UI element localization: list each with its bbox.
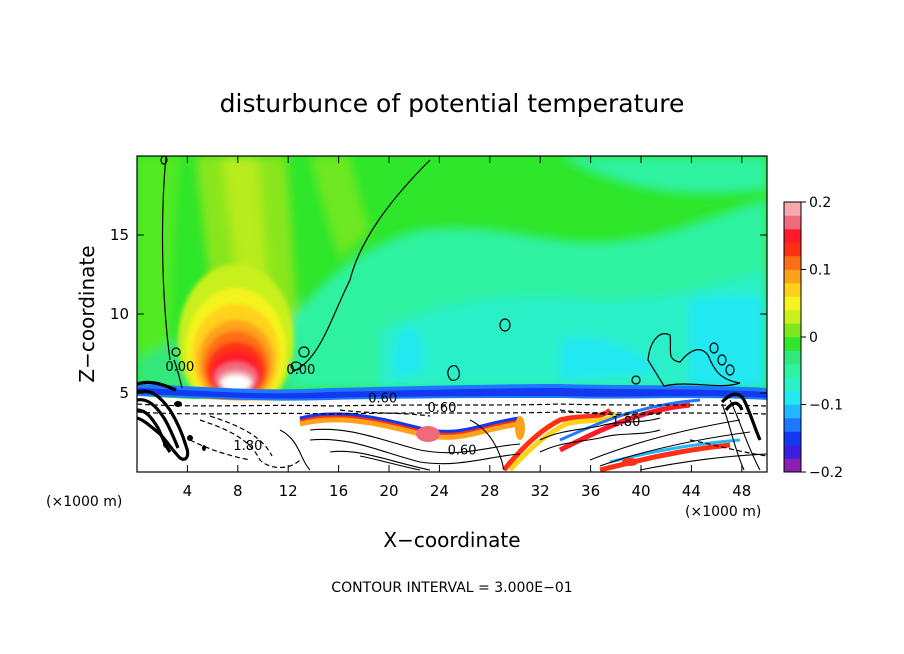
x-tick-label: 20: [379, 482, 398, 500]
colorbar-swatch: [784, 202, 801, 216]
colorbar-swatch: [784, 337, 801, 351]
x-tick-label: 16: [329, 482, 348, 500]
y-tick-label: 15: [110, 226, 129, 244]
x-tick-label: 48: [732, 482, 751, 500]
x-tick-label: 12: [279, 482, 298, 500]
y-tick-label: 5: [119, 384, 129, 402]
contour-interval-note: CONTOUR INTERVAL = 3.000E−01: [331, 580, 572, 596]
colorbar-swatch: [784, 310, 801, 324]
colorbar-swatch: [784, 269, 801, 284]
y-axis-ticks: 5 10 15: [110, 226, 767, 402]
x-tick-label: 4: [183, 482, 193, 500]
contour-labels: 0.60 1.80 0.60 0.00 0.00 0.60 1.80: [165, 360, 640, 459]
contour-label: 0.60: [448, 444, 477, 459]
colorbar-swatch: [784, 283, 801, 297]
contour-label: 1.80: [611, 415, 640, 430]
colorbar-swatch: [784, 242, 801, 257]
colorbar-swatch: [784, 364, 801, 378]
colorbar-tick-label: −0.1: [809, 398, 843, 414]
y-axis-label: Z−coordinate: [75, 245, 99, 382]
x-tick-label: 24: [430, 482, 449, 500]
colorbar-swatch: [784, 445, 801, 459]
x-unit-right: (×1000 m): [685, 504, 761, 520]
colorbar-swatch: [784, 215, 801, 230]
x-axis-ticks: 4 8 12 16 20 24 28 32 36 40 44 48: [183, 156, 751, 500]
colorbar-swatch: [784, 256, 801, 270]
colorbar-swatch: [784, 323, 801, 338]
colorbar-tick-label: −0.2: [809, 465, 843, 481]
x-tick-label: 40: [631, 482, 650, 500]
chart-title: disturbunce of potential temperature: [220, 89, 685, 118]
colorbar-swatch: [784, 418, 801, 432]
x-unit-left: (×1000 m): [46, 494, 122, 510]
colorbar-swatch: [784, 458, 801, 473]
colorbar-tick-label: 0.2: [809, 195, 831, 211]
colorbar-swatch: [784, 431, 801, 446]
contour-label: 0.00: [165, 360, 194, 375]
colorbar-swatch: [784, 391, 801, 405]
contour-label: 1.80: [233, 439, 262, 454]
heatmap-field: [137, 156, 767, 472]
colorbar-tick-label: 0: [809, 330, 818, 346]
x-tick-label: 36: [581, 482, 600, 500]
contour-label: 0.60: [368, 391, 397, 406]
colorbar-swatch: [784, 350, 801, 365]
x-tick-label: 28: [480, 482, 499, 500]
contour-label: 0.60: [427, 401, 456, 416]
colorbar-swatch: [784, 229, 801, 243]
x-axis-label: X−coordinate: [383, 528, 520, 552]
contour-label: 0.00: [286, 363, 315, 378]
x-tick-label: 44: [682, 482, 701, 500]
y-tick-label: 10: [110, 305, 129, 323]
x-tick-label: 32: [531, 482, 550, 500]
colorbar-swatch: [784, 296, 801, 311]
colorbar-swatch: [784, 404, 801, 419]
colorbar-tick-label: 0.1: [809, 263, 831, 279]
colorbar-swatch: [784, 377, 801, 392]
colorbar: −0.2 −0.1 0 0.1 0.2: [783, 195, 843, 481]
x-tick-label: 8: [233, 482, 243, 500]
